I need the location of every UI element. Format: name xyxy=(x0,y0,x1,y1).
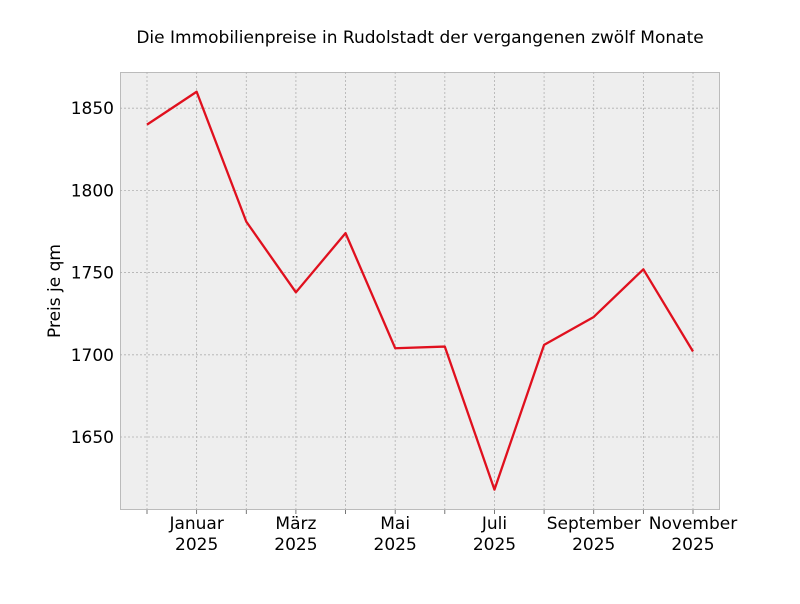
x-tick-label-year: 2025 xyxy=(374,535,417,555)
x-axis: Januar2025März2025Mai2025Juli2025Septemb… xyxy=(146,510,737,555)
y-axis: 1650 1700 1750 1800 1850 xyxy=(71,99,114,448)
y-tick-label: 1750 xyxy=(71,264,114,284)
x-tick-label: Mai xyxy=(380,514,410,534)
y-tick-label: 1850 xyxy=(71,99,114,119)
x-tick-label: März xyxy=(275,514,316,534)
plot-area xyxy=(120,72,720,510)
x-tick-label-year: 2025 xyxy=(473,535,516,555)
y-tick-label: 1700 xyxy=(71,346,114,366)
x-tick-label-year: 2025 xyxy=(671,535,714,555)
x-tick-label: September xyxy=(547,514,641,534)
x-tick-label-year: 2025 xyxy=(274,535,317,555)
y-tick-label: 1650 xyxy=(71,428,114,448)
y-axis-label: Preis je qm xyxy=(45,244,65,338)
grid xyxy=(120,72,720,510)
y-tick-label: 1800 xyxy=(71,181,114,201)
x-tick-label-year: 2025 xyxy=(572,535,615,555)
chart-title: Die Immobilienpreise in Rudolstadt der v… xyxy=(136,28,703,48)
x-tick-label: Januar xyxy=(168,514,223,534)
series xyxy=(146,90,694,491)
x-tick-label: Juli xyxy=(481,514,507,534)
x-tick-label: November xyxy=(649,514,737,534)
series-line xyxy=(146,90,694,491)
x-tick-label-year: 2025 xyxy=(175,535,218,555)
